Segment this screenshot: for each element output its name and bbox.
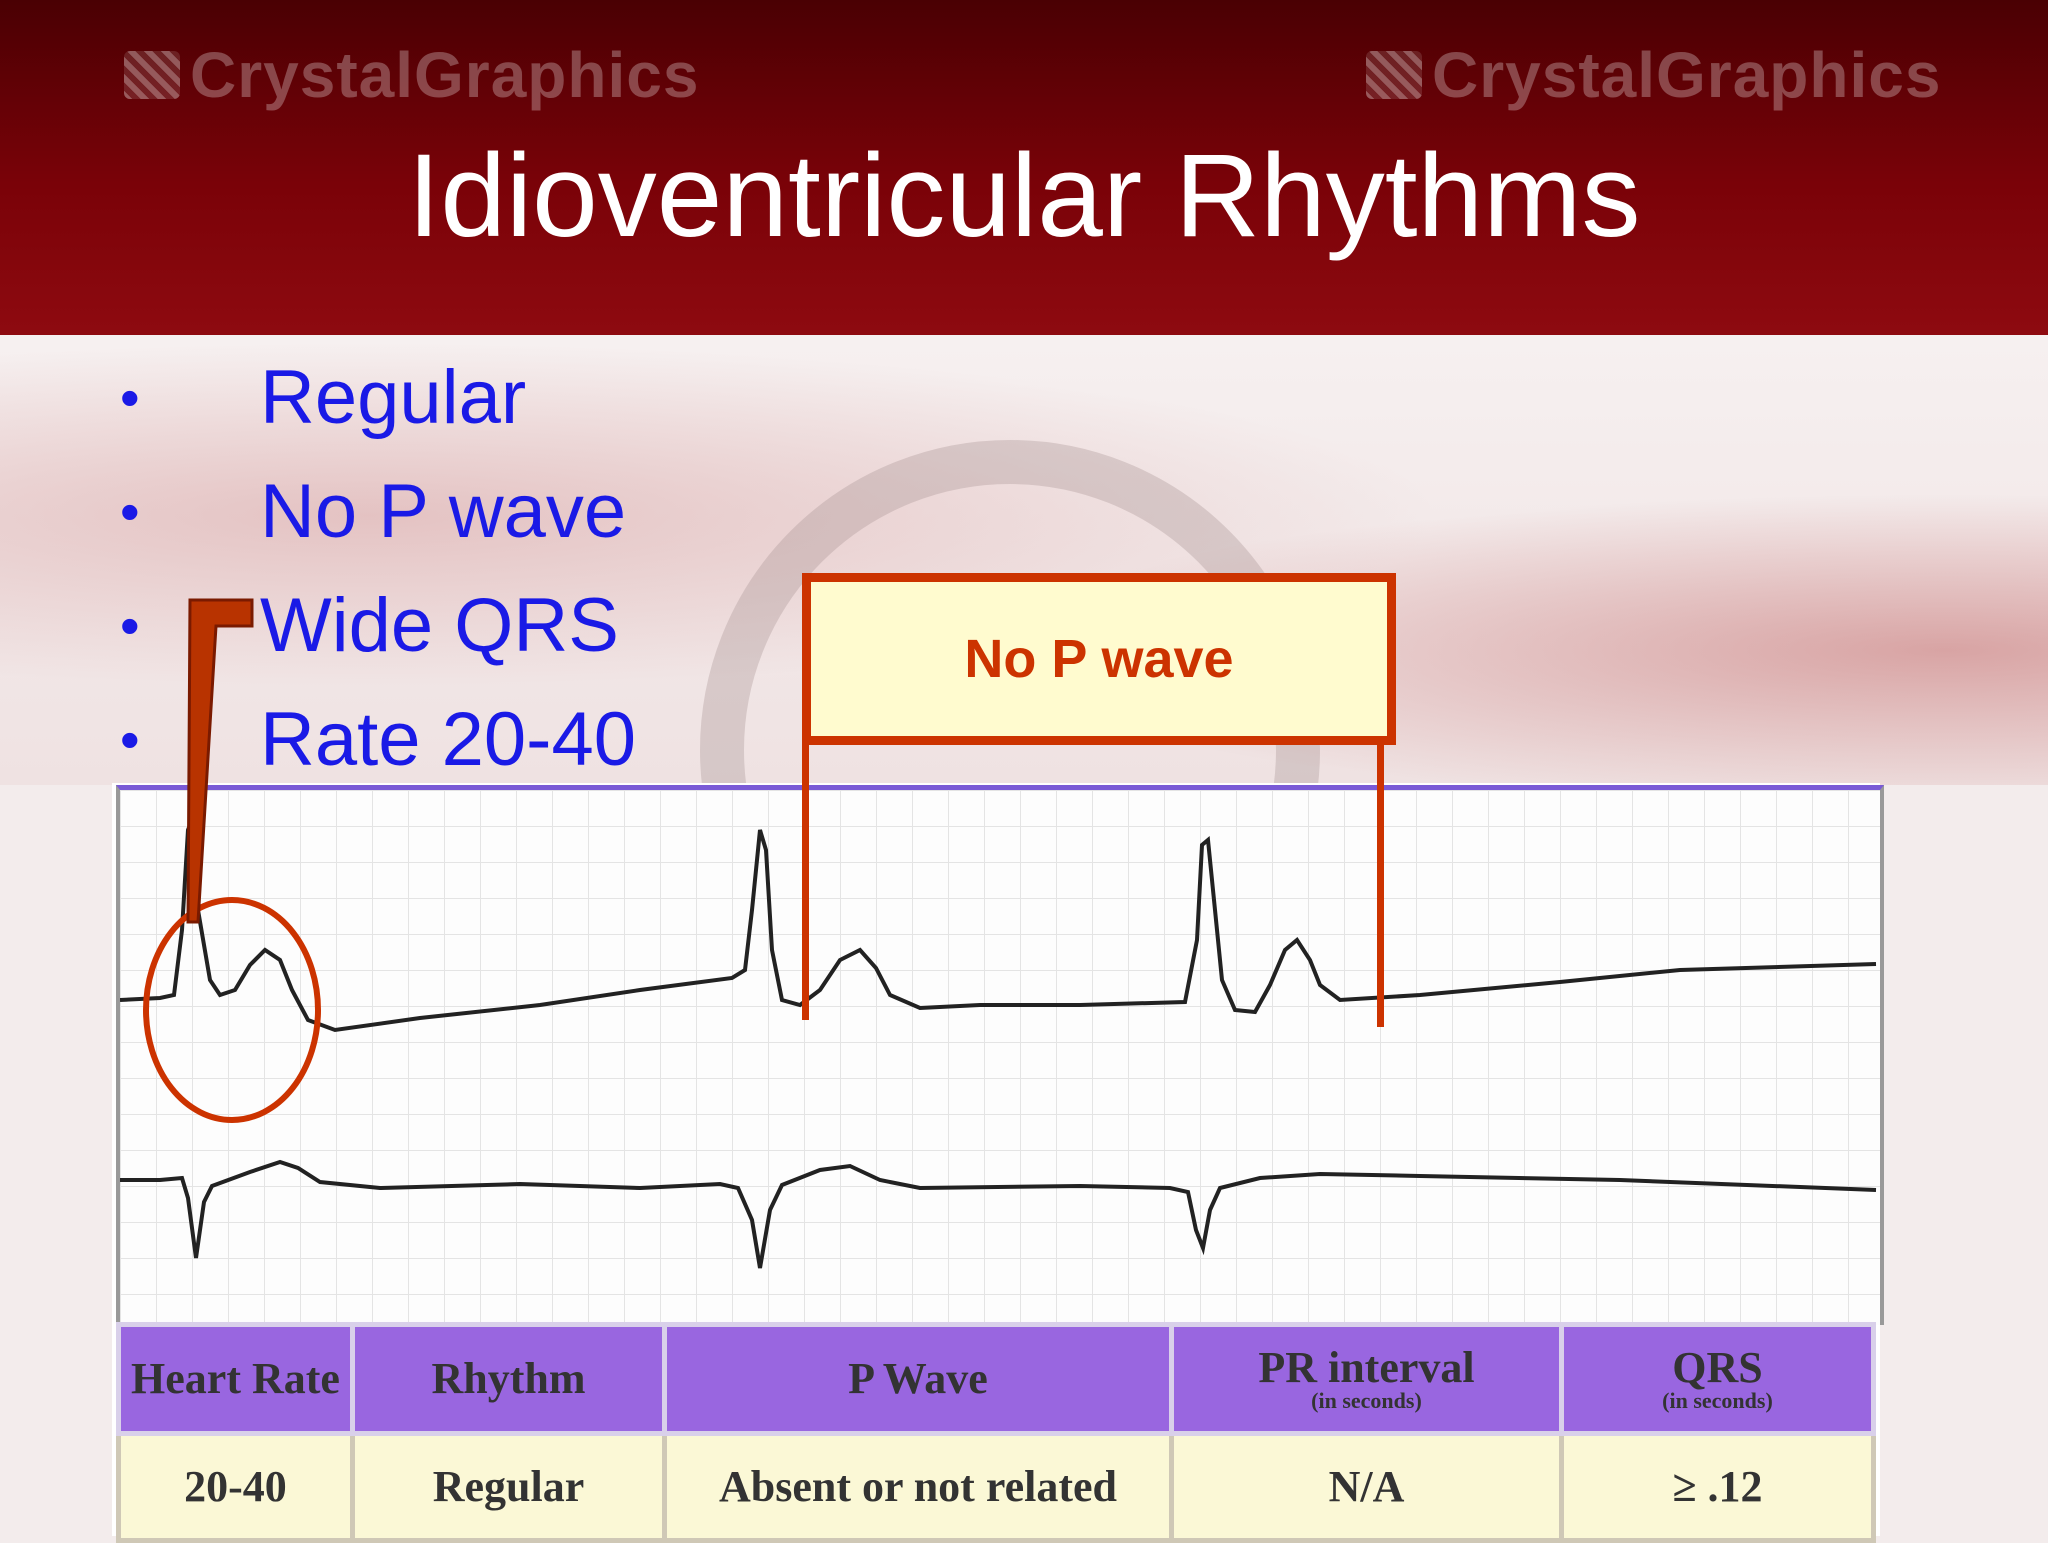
table-cell-rhythm: Regular — [349, 1431, 667, 1543]
bullet-text: Rate 20-40 — [260, 696, 637, 782]
watermark-left: CrystalGraphics — [124, 38, 699, 112]
table-header-cell: Heart Rate — [116, 1322, 355, 1436]
header-label: PR interval — [1258, 1343, 1475, 1392]
pwave-marker-left — [802, 745, 809, 1020]
watermark-right: CrystalGraphics — [1366, 38, 1941, 112]
watermark-right-text: CrystalGraphics — [1432, 39, 1942, 111]
watermark-left-text: CrystalGraphics — [190, 39, 700, 111]
bullet-dot: • — [120, 593, 140, 657]
bullet-item: • Regular — [120, 340, 636, 454]
slide-title: Idioventricular Rhythms — [407, 130, 1641, 262]
header-sublabel: (in seconds) — [1311, 1388, 1422, 1413]
table-cell-qrs: ≥ .12 — [1558, 1431, 1877, 1543]
bullet-dot: • — [120, 479, 140, 543]
table-cell-p-wave: Absent or not related — [661, 1431, 1174, 1543]
table-cell-heart-rate: 20-40 — [116, 1431, 355, 1543]
bullet-item: • No P wave — [120, 454, 636, 568]
header-sublabel: (in seconds) — [1662, 1388, 1773, 1413]
bullet-list: • Regular • No P wave • Wide QRS • Rate 20-4… — [120, 340, 636, 796]
table-row: 20-40 Regular Absent or not related N/A … — [116, 1431, 1877, 1543]
table-header-cell: QRS (in seconds) — [1558, 1322, 1877, 1436]
bullet-item: • Wide QRS — [120, 568, 636, 682]
header-label: Heart Rate — [131, 1354, 340, 1403]
header-label: Rhythm — [431, 1354, 586, 1403]
bullet-text: No P wave — [260, 468, 627, 554]
crystalgraphics-logo-icon — [1366, 51, 1422, 99]
bullet-text: Regular — [260, 354, 527, 440]
pwave-marker-right — [1377, 745, 1384, 1027]
ecg-trace — [120, 819, 1877, 1269]
ecg-strip — [116, 785, 1884, 1325]
table-header-cell: P Wave — [661, 1322, 1174, 1436]
header-label: P Wave — [848, 1354, 988, 1403]
no-pwave-callout: No P wave — [802, 573, 1396, 745]
bullet-item: • Rate 20-40 — [120, 682, 636, 796]
table-header-cell: Rhythm — [349, 1322, 667, 1436]
bullet-text: Wide QRS — [260, 582, 619, 668]
bullet-dot: • — [120, 707, 140, 771]
table-header-row: Heart Rate Rhythm P Wave PR interval (in … — [116, 1322, 1877, 1436]
ecg-lead-top — [120, 819, 1877, 1033]
bullet-dot: • — [120, 365, 140, 429]
title-banner: CrystalGraphics CrystalGraphics Idiovent… — [0, 0, 2048, 335]
table-cell-pr-interval: N/A — [1168, 1431, 1564, 1543]
ecg-lead-bottom — [120, 1159, 1877, 1269]
rhythm-summary-table: Heart Rate Rhythm P Wave PR interval (in … — [116, 1322, 1877, 1543]
header-label: QRS — [1672, 1343, 1763, 1392]
crystalgraphics-logo-icon — [124, 51, 180, 99]
table-header-cell: PR interval (in seconds) — [1168, 1322, 1564, 1436]
